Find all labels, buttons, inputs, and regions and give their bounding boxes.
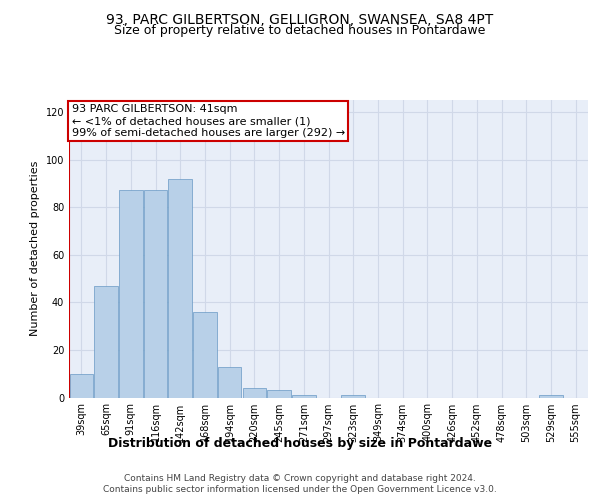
Text: Contains public sector information licensed under the Open Government Licence v3: Contains public sector information licen…	[103, 485, 497, 494]
Text: 93 PARC GILBERTSON: 41sqm
← <1% of detached houses are smaller (1)
99% of semi-d: 93 PARC GILBERTSON: 41sqm ← <1% of detac…	[71, 104, 345, 138]
Bar	[292, 395, 316, 398]
Y-axis label: Number of detached properties: Number of detached properties	[30, 161, 40, 336]
Bar	[119, 190, 143, 398]
Bar	[193, 312, 217, 398]
Text: Size of property relative to detached houses in Pontardawe: Size of property relative to detached ho…	[115, 24, 485, 37]
Text: Contains HM Land Registry data © Crown copyright and database right 2024.: Contains HM Land Registry data © Crown c…	[124, 474, 476, 483]
Bar	[242, 388, 266, 398]
Bar	[218, 366, 241, 398]
Bar	[539, 395, 563, 398]
Bar	[341, 395, 365, 398]
Text: 93, PARC GILBERTSON, GELLIGRON, SWANSEA, SA8 4PT: 93, PARC GILBERTSON, GELLIGRON, SWANSEA,…	[106, 12, 494, 26]
Bar	[169, 178, 192, 398]
Text: Distribution of detached houses by size in Pontardawe: Distribution of detached houses by size …	[108, 438, 492, 450]
Bar	[70, 374, 93, 398]
Bar	[144, 190, 167, 398]
Bar	[94, 286, 118, 398]
Bar	[268, 390, 291, 398]
